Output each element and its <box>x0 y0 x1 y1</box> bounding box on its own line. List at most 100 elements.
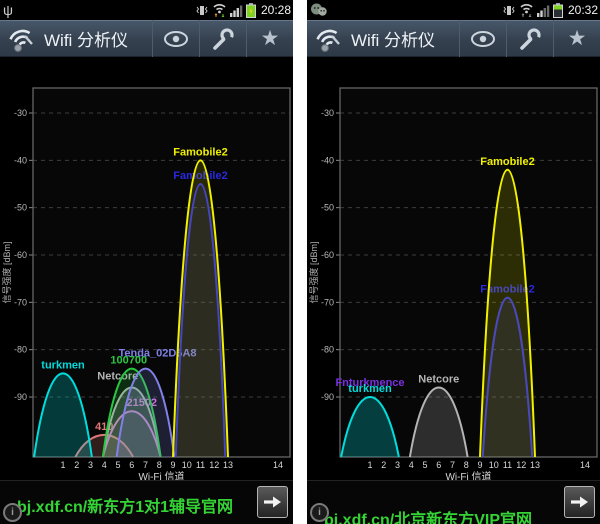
rate-button[interactable]: ★ <box>246 20 293 57</box>
svg-text:Netcore: Netcore <box>418 374 459 386</box>
eye-icon <box>471 30 495 47</box>
svg-text:6: 6 <box>436 460 441 470</box>
svg-text:2: 2 <box>381 460 386 470</box>
page-title: Wifi 分析仪 <box>44 31 129 50</box>
svg-text:9: 9 <box>170 460 175 470</box>
wifi-analyzer-logo-icon <box>316 29 340 52</box>
svg-text:-30: -30 <box>321 108 334 118</box>
settings-button[interactable] <box>199 20 246 57</box>
signal-chart: -30-40-50-60-70-80-901 2 3 4 5 6 7 8 9 10 11 12 13 14… <box>308 87 598 483</box>
svg-text:-50: -50 <box>321 203 334 213</box>
svg-text:Famobile2: Famobile2 <box>173 170 227 182</box>
wrench-icon <box>520 27 541 50</box>
svg-text:-70: -70 <box>321 297 334 307</box>
svg-text:-60: -60 <box>321 250 334 260</box>
screenshot-panel-left: -30 -40 -50 -60 -70 -80 -90 1 2 3 4 5 6 7 8 9 10 11 12 13 14… <box>0 0 293 524</box>
signal-strength-icon <box>229 5 243 17</box>
svg-text:-50: -50 <box>14 203 27 213</box>
app-bar: Wifi 分析仪 ★ <box>307 20 600 57</box>
svg-text:4: 4 <box>409 460 414 470</box>
svg-text:Famobile2: Famobile2 <box>480 284 534 296</box>
wifi-activity-icon <box>213 4 226 17</box>
svg-text:1: 1 <box>367 460 372 470</box>
svg-text:1: 1 <box>60 460 65 470</box>
battery-icon <box>552 2 563 18</box>
signal-strength-icon <box>536 5 550 17</box>
ad-banner[interactable]: bj.xdf.cn/新东方1对1辅导官网 i <box>0 480 293 524</box>
svg-text:信号强度 [dBm]: 信号强度 [dBm] <box>308 241 319 303</box>
arrow-right-icon <box>570 496 588 508</box>
vibrate-icon <box>196 5 208 15</box>
svg-text:3: 3 <box>88 460 93 470</box>
svg-text:Wi-Fi 信道: Wi-Fi 信道 <box>138 470 184 483</box>
eye-icon <box>164 30 188 47</box>
clock-time: 20:28 <box>260 3 291 17</box>
svg-text:-80: -80 <box>321 345 334 355</box>
battery-charging-icon <box>245 2 256 18</box>
wifi-analyzer-logo-icon <box>9 29 33 52</box>
signal-chart: -30-40-50-60-70-80-901 2 3 4 5 6 7 8 9 10 11 12 13 14… <box>1 87 291 483</box>
wechat-icon <box>311 3 327 16</box>
rate-button[interactable]: ★ <box>553 20 600 57</box>
svg-text:3: 3 <box>395 460 400 470</box>
wrench-icon <box>213 27 234 50</box>
svg-text:11: 11 <box>503 460 512 470</box>
svg-text:13: 13 <box>223 460 233 470</box>
ad-link-text[interactable]: bj.xdf.cn/新东方1对1辅导官网 <box>17 499 234 516</box>
svg-text:7: 7 <box>143 460 148 470</box>
svg-text:7: 7 <box>450 460 455 470</box>
info-icon[interactable]: i <box>3 503 22 522</box>
svg-text:turkmen: turkmen <box>41 359 85 371</box>
screenshot-panel-right: -30 -40 -50 -60 -70 -80 -90 1 2 3 4 5 6 7 8 9 10 11 12 13 14… <box>307 0 600 524</box>
settings-button[interactable] <box>506 20 553 57</box>
svg-text:2: 2 <box>74 460 79 470</box>
svg-text:turkmen: turkmen <box>348 383 392 395</box>
svg-text:-90: -90 <box>14 392 27 402</box>
svg-text:-40: -40 <box>14 155 27 165</box>
svg-text:13: 13 <box>530 460 540 470</box>
svg-text:11: 11 <box>196 460 205 470</box>
svg-text:12: 12 <box>516 460 526 470</box>
svg-text:9: 9 <box>477 460 482 470</box>
svg-text:10: 10 <box>489 460 499 470</box>
svg-text:-40: -40 <box>321 155 334 165</box>
usb-icon: ψ <box>3 2 13 18</box>
ad-go-button[interactable] <box>564 486 595 518</box>
svg-text:-60: -60 <box>14 250 27 260</box>
status-bar: 20:32 <box>307 0 600 20</box>
ad-go-button[interactable] <box>257 486 288 518</box>
svg-text:8: 8 <box>157 460 162 470</box>
svg-text:-80: -80 <box>14 345 27 355</box>
wifi-activity-icon <box>520 4 533 17</box>
ad-banner[interactable]: bj.xdf.cn/北京新东方VIP官网 i <box>307 480 600 524</box>
svg-text:12: 12 <box>209 460 219 470</box>
svg-text:10: 10 <box>182 460 192 470</box>
status-bar: ψ <box>0 0 293 20</box>
svg-text:Famobile2: Famobile2 <box>480 156 534 168</box>
view-mode-button[interactable] <box>152 20 199 57</box>
info-icon[interactable]: i <box>310 503 329 522</box>
svg-text:6: 6 <box>129 460 134 470</box>
arrow-right-icon <box>263 496 281 508</box>
vibrate-icon <box>503 5 515 15</box>
svg-text:Netcore: Netcore <box>97 371 138 383</box>
svg-text:-70: -70 <box>14 297 27 307</box>
svg-text:14: 14 <box>273 460 283 470</box>
app-bar: Wifi 分析仪 ★ <box>0 20 293 57</box>
svg-text:Famobile2: Famobile2 <box>173 146 227 158</box>
svg-text:-90: -90 <box>321 392 334 402</box>
svg-text:5: 5 <box>422 460 427 470</box>
view-mode-button[interactable] <box>459 20 506 57</box>
svg-text:4: 4 <box>102 460 107 470</box>
svg-text:Wi-Fi 信道: Wi-Fi 信道 <box>445 470 491 483</box>
svg-text:Fnturkmence: Fnturkmence <box>335 377 404 389</box>
svg-text:14: 14 <box>580 460 590 470</box>
star-icon: ★ <box>260 27 280 50</box>
clock-time: 20:32 <box>567 3 598 17</box>
svg-text:100700: 100700 <box>110 355 147 367</box>
ad-link-text[interactable]: bj.xdf.cn/北京新东方VIP官网 <box>324 512 533 524</box>
svg-text:8: 8 <box>464 460 469 470</box>
page-title: Wifi 分析仪 <box>351 31 436 50</box>
svg-text:5: 5 <box>115 460 120 470</box>
svg-text:信号强度 [dBm]: 信号强度 [dBm] <box>1 241 12 303</box>
